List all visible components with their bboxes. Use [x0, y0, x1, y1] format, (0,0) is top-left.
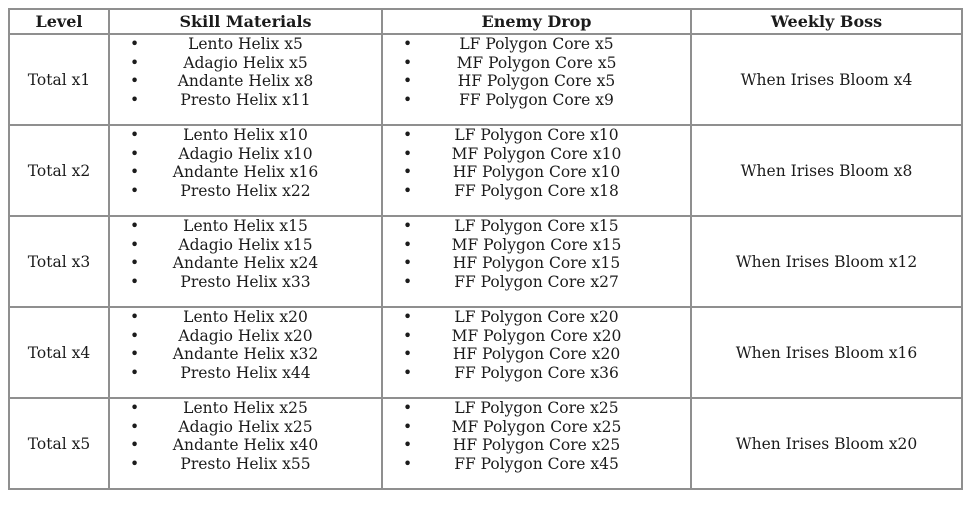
- material-item: FF Polygon Core x45: [383, 455, 690, 474]
- table-row: Total x5 Lento Helix x25 Adagio Helix x2…: [8, 397, 963, 490]
- skill-materials-cell: Lento Helix x20 Adagio Helix x20 Andante…: [108, 306, 383, 399]
- material-item: LF Polygon Core x25: [383, 399, 690, 418]
- column-header-level: Level: [8, 8, 110, 35]
- material-item: FF Polygon Core x36: [383, 364, 690, 383]
- material-item: MF Polygon Core x5: [383, 54, 690, 73]
- material-item: Adagio Helix x20: [110, 327, 381, 346]
- skill-materials-list: Lento Helix x25 Adagio Helix x25 Andante…: [110, 399, 381, 473]
- material-item: Presto Helix x55: [110, 455, 381, 474]
- level-cell: Total x4: [8, 306, 110, 399]
- material-item: Presto Helix x11: [110, 91, 381, 110]
- material-item: Presto Helix x33: [110, 273, 381, 292]
- column-header-enemy-drop: Enemy Drop: [381, 8, 692, 35]
- material-item: Adagio Helix x5: [110, 54, 381, 73]
- materials-table: Level Skill Materials Enemy Drop Weekly …: [8, 8, 963, 490]
- material-item: Andante Helix x8: [110, 72, 381, 91]
- material-item: FF Polygon Core x9: [383, 91, 690, 110]
- table-row: Total x3 Lento Helix x15 Adagio Helix x1…: [8, 215, 963, 308]
- enemy-drop-list: LF Polygon Core x15 MF Polygon Core x15 …: [383, 217, 690, 291]
- material-item: FF Polygon Core x27: [383, 273, 690, 292]
- enemy-drop-cell: LF Polygon Core x5 MF Polygon Core x5 HF…: [381, 33, 692, 126]
- material-item: Adagio Helix x10: [110, 145, 381, 164]
- material-item: Andante Helix x16: [110, 163, 381, 182]
- material-item: MF Polygon Core x10: [383, 145, 690, 164]
- enemy-drop-list: LF Polygon Core x25 MF Polygon Core x25 …: [383, 399, 690, 473]
- level-cell: Total x3: [8, 215, 110, 308]
- enemy-drop-cell: LF Polygon Core x20 MF Polygon Core x20 …: [381, 306, 692, 399]
- material-item: LF Polygon Core x10: [383, 126, 690, 145]
- weekly-boss-cell: When Irises Bloom x12: [690, 215, 963, 308]
- skill-materials-cell: Lento Helix x15 Adagio Helix x15 Andante…: [108, 215, 383, 308]
- material-item: HF Polygon Core x20: [383, 345, 690, 364]
- material-item: MF Polygon Core x25: [383, 418, 690, 437]
- weekly-boss-cell: When Irises Bloom x16: [690, 306, 963, 399]
- material-item: LF Polygon Core x15: [383, 217, 690, 236]
- material-item: Lento Helix x5: [110, 35, 381, 54]
- weekly-boss-cell: When Irises Bloom x20: [690, 397, 963, 490]
- material-item: MF Polygon Core x20: [383, 327, 690, 346]
- material-item: HF Polygon Core x25: [383, 436, 690, 455]
- material-item: Presto Helix x44: [110, 364, 381, 383]
- material-item: MF Polygon Core x15: [383, 236, 690, 255]
- table-row: Total x4 Lento Helix x20 Adagio Helix x2…: [8, 306, 963, 399]
- material-item: LF Polygon Core x5: [383, 35, 690, 54]
- column-header-weekly-boss: Weekly Boss: [690, 8, 963, 35]
- weekly-boss-cell: When Irises Bloom x4: [690, 33, 963, 126]
- skill-materials-list: Lento Helix x5 Adagio Helix x5 Andante H…: [110, 35, 381, 109]
- skill-materials-cell: Lento Helix x5 Adagio Helix x5 Andante H…: [108, 33, 383, 126]
- material-item: Andante Helix x32: [110, 345, 381, 364]
- material-item: Andante Helix x40: [110, 436, 381, 455]
- level-cell: Total x2: [8, 124, 110, 217]
- column-header-skill-materials: Skill Materials: [108, 8, 383, 35]
- enemy-drop-list: LF Polygon Core x20 MF Polygon Core x20 …: [383, 308, 690, 382]
- material-item: Lento Helix x20: [110, 308, 381, 327]
- material-item: HF Polygon Core x10: [383, 163, 690, 182]
- material-item: HF Polygon Core x15: [383, 254, 690, 273]
- material-item: Lento Helix x15: [110, 217, 381, 236]
- level-cell: Total x5: [8, 397, 110, 490]
- material-item: Adagio Helix x25: [110, 418, 381, 437]
- table-row: Total x2 Lento Helix x10 Adagio Helix x1…: [8, 124, 963, 217]
- enemy-drop-list: LF Polygon Core x10 MF Polygon Core x10 …: [383, 126, 690, 200]
- enemy-drop-list: LF Polygon Core x5 MF Polygon Core x5 HF…: [383, 35, 690, 109]
- material-item: HF Polygon Core x5: [383, 72, 690, 91]
- level-cell: Total x1: [8, 33, 110, 126]
- enemy-drop-cell: LF Polygon Core x10 MF Polygon Core x10 …: [381, 124, 692, 217]
- skill-materials-cell: Lento Helix x25 Adagio Helix x25 Andante…: [108, 397, 383, 490]
- material-item: FF Polygon Core x18: [383, 182, 690, 201]
- weekly-boss-cell: When Irises Bloom x8: [690, 124, 963, 217]
- enemy-drop-cell: LF Polygon Core x15 MF Polygon Core x15 …: [381, 215, 692, 308]
- enemy-drop-cell: LF Polygon Core x25 MF Polygon Core x25 …: [381, 397, 692, 490]
- skill-materials-list: Lento Helix x15 Adagio Helix x15 Andante…: [110, 217, 381, 291]
- table-row: Total x1 Lento Helix x5 Adagio Helix x5 …: [8, 33, 963, 126]
- skill-materials-list: Lento Helix x10 Adagio Helix x10 Andante…: [110, 126, 381, 200]
- material-item: Andante Helix x24: [110, 254, 381, 273]
- material-item: Presto Helix x22: [110, 182, 381, 201]
- skill-materials-cell: Lento Helix x10 Adagio Helix x10 Andante…: [108, 124, 383, 217]
- material-item: LF Polygon Core x20: [383, 308, 690, 327]
- material-item: Lento Helix x10: [110, 126, 381, 145]
- header-row: Level Skill Materials Enemy Drop Weekly …: [8, 8, 963, 35]
- material-item: Lento Helix x25: [110, 399, 381, 418]
- skill-materials-list: Lento Helix x20 Adagio Helix x20 Andante…: [110, 308, 381, 382]
- material-item: Adagio Helix x15: [110, 236, 381, 255]
